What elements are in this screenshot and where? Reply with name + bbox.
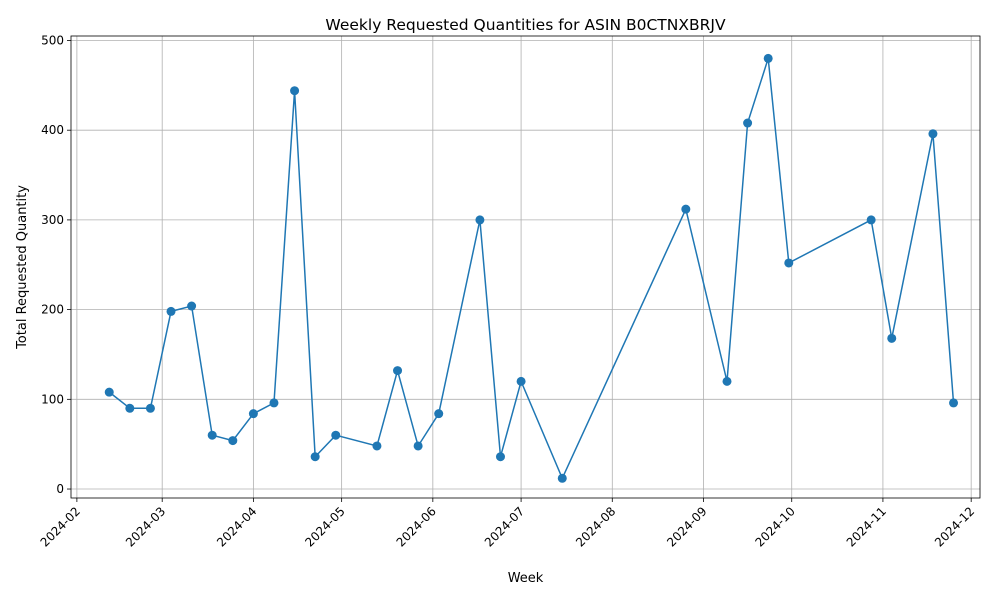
y-axis-ticks: 0 100 200 300 400 500: [41, 33, 71, 496]
data-point: [722, 376, 732, 386]
y-tick-label: 200: [41, 303, 64, 317]
x-tick-label: 2024-05: [302, 504, 347, 549]
data-point: [784, 258, 794, 268]
x-axis-label: Week: [508, 571, 544, 586]
data-point: [269, 398, 279, 408]
data-point: [207, 430, 217, 440]
y-tick-label: 400: [41, 123, 64, 137]
y-tick-label: 100: [41, 392, 64, 406]
data-point: [393, 366, 403, 376]
data-points: [104, 53, 959, 483]
data-point: [166, 306, 176, 316]
data-point: [475, 215, 485, 225]
data-series: [104, 53, 959, 483]
x-tick-label: 2024-11: [844, 504, 889, 549]
data-point: [495, 452, 505, 462]
y-tick-label: 0: [56, 482, 64, 496]
series-line: [108, 58, 955, 481]
data-point: [413, 441, 423, 451]
axes-frame: [70, 35, 981, 499]
data-point: [557, 473, 567, 483]
data-point: [516, 376, 526, 386]
data-point: [310, 452, 320, 462]
data-point: [887, 333, 897, 343]
chart-title: Weekly Requested Quantities for ASIN B0C…: [325, 16, 726, 34]
data-point: [290, 86, 300, 96]
x-tick-label: 2024-02: [38, 504, 83, 549]
data-point: [763, 53, 773, 63]
y-axis-label: Total Requested Quantity: [15, 185, 30, 350]
data-point: [331, 430, 341, 440]
x-tick-label: 2024-10: [752, 504, 797, 549]
data-point: [104, 387, 114, 397]
x-tick-label: 2024-09: [664, 504, 709, 549]
y-tick-label: 500: [41, 33, 64, 47]
data-point: [928, 129, 938, 139]
y-tick-label: 300: [41, 213, 64, 227]
data-point: [434, 409, 444, 419]
data-point: [372, 441, 382, 451]
data-point: [228, 436, 238, 446]
data-point: [949, 398, 959, 408]
data-point: [145, 403, 155, 413]
data-point: [187, 301, 197, 311]
x-tick-label: 2024-12: [932, 504, 977, 549]
data-point: [743, 118, 753, 128]
x-axis-ticks: 2024-02 2024-03 2024-04 2024-05 2024-06 2024-…: [38, 498, 977, 550]
grid-lines: [71, 36, 980, 498]
data-point: [125, 403, 135, 413]
x-tick-label: 2024-06: [394, 504, 439, 549]
x-tick-label: 2024-04: [214, 504, 259, 549]
data-point: [866, 215, 876, 225]
x-tick-label: 2024-07: [482, 504, 527, 549]
x-tick-label: 2024-08: [573, 504, 618, 549]
data-point: [248, 409, 258, 419]
data-point: [681, 204, 691, 214]
x-tick-label: 2024-03: [123, 504, 168, 549]
